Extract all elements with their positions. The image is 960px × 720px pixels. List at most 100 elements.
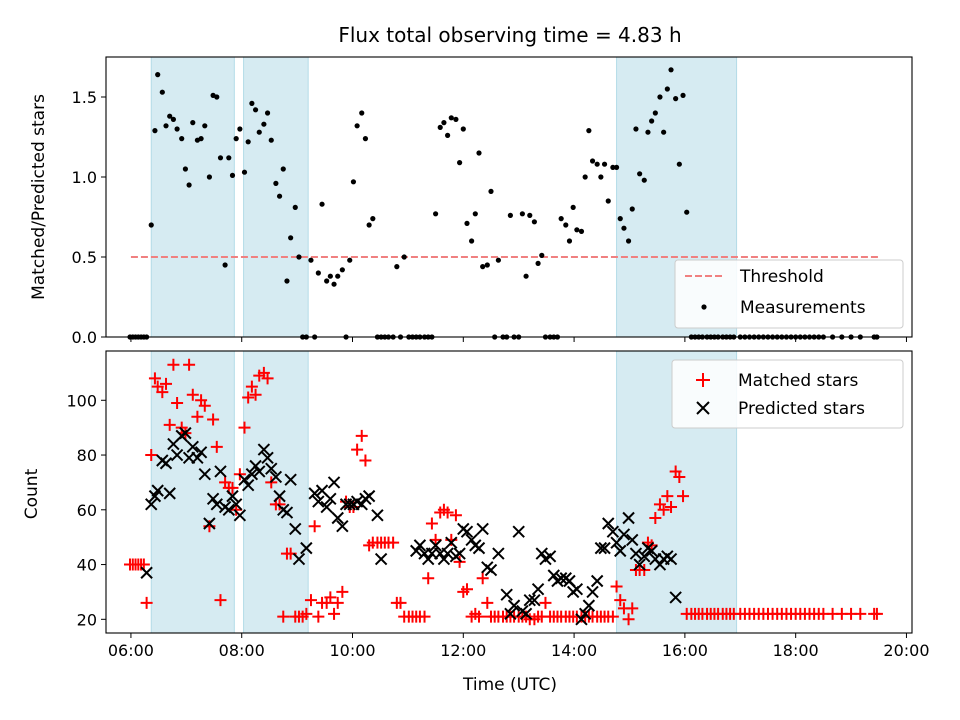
matched-star-point xyxy=(422,572,435,585)
matched-star-point xyxy=(214,594,227,607)
matched-star-point xyxy=(210,440,223,453)
top-highlight-span xyxy=(243,56,309,338)
predicted-star-point xyxy=(633,558,646,571)
matched-star-point xyxy=(336,585,349,598)
matched-star-point xyxy=(610,580,623,593)
matched-star-point xyxy=(137,558,150,571)
measurement-point xyxy=(370,216,376,222)
measurement-point xyxy=(488,188,494,194)
matched-star-point xyxy=(449,509,462,522)
measurement-point xyxy=(292,204,298,210)
matched-star-point xyxy=(171,397,184,410)
bottom-y-tick-label: 80 xyxy=(77,446,97,465)
predicted-star-point xyxy=(292,552,306,566)
matched-star-point xyxy=(328,607,341,620)
predicted-star-point xyxy=(273,489,286,503)
predicted-star-point xyxy=(429,539,442,552)
measurement-point xyxy=(331,281,337,287)
predicted-star-point xyxy=(472,541,486,555)
measurement-point xyxy=(507,212,513,218)
measurement-point xyxy=(476,150,482,156)
bottom-x-tick-label: 18:00 xyxy=(773,641,819,660)
measurement-point xyxy=(661,129,667,135)
measurement-point xyxy=(226,155,232,161)
matched-star-point xyxy=(622,613,635,626)
measurement-point xyxy=(339,267,345,273)
predicted-star-point xyxy=(594,541,608,555)
measurement-point xyxy=(441,120,447,126)
top-axes-frame xyxy=(105,56,913,338)
measurement-point xyxy=(589,158,596,164)
measurement-point xyxy=(214,94,220,100)
measurement-point xyxy=(315,270,321,276)
measurement-point xyxy=(480,264,486,270)
predicted-star-point xyxy=(265,462,278,475)
measurement-point xyxy=(448,115,454,121)
measurement-point xyxy=(324,278,330,284)
measurement-point xyxy=(347,257,353,263)
measurement-point xyxy=(652,110,658,116)
measurement-point xyxy=(629,206,635,212)
predicted-star-point xyxy=(547,569,560,582)
matched-star-point xyxy=(351,443,364,456)
matched-star-point xyxy=(854,607,867,620)
predicted-star-point xyxy=(226,489,239,503)
predicted-star-point xyxy=(626,533,639,547)
measurement-point xyxy=(637,171,643,177)
predicted-star-point xyxy=(233,509,247,522)
matched-star-point xyxy=(226,481,239,494)
matched-star-point xyxy=(429,533,442,546)
predicted-star-point xyxy=(528,593,541,607)
matched-star-point xyxy=(145,449,158,462)
top-highlight-span xyxy=(150,56,235,338)
predicted-star-point xyxy=(582,599,596,612)
measurement-point xyxy=(610,164,616,170)
predicted-star-point xyxy=(504,607,517,621)
legend-measurements-swatch xyxy=(701,304,707,310)
bottom-x-tick-label: 06:00 xyxy=(108,641,154,660)
matched-star-point xyxy=(394,596,407,609)
measurement-point xyxy=(472,211,478,217)
matched-star-point xyxy=(148,372,161,385)
measurement-point xyxy=(566,238,573,244)
matched-star-point xyxy=(614,594,627,607)
measurement-point xyxy=(668,67,674,73)
predicted-star-point xyxy=(476,522,489,536)
predicted-star-point xyxy=(140,566,153,579)
predicted-star-point xyxy=(554,572,568,585)
bottom-x-tick-label: 20:00 xyxy=(883,641,929,660)
bottom-legend: Matched stars Predicted stars xyxy=(671,359,904,429)
predicted-star-point xyxy=(300,541,313,555)
measurement-point xyxy=(578,228,585,234)
predicted-star-point xyxy=(669,591,682,604)
measurement-point xyxy=(284,278,290,284)
measurement-point xyxy=(296,254,302,260)
predicted-star-point xyxy=(410,544,423,558)
predicted-star-point xyxy=(445,536,458,549)
measurement-point xyxy=(237,126,243,132)
matched-star-point xyxy=(261,372,274,385)
measurement-point xyxy=(233,136,239,142)
predicted-star-point xyxy=(441,547,454,560)
predicted-star-point xyxy=(586,585,599,599)
predicted-star-point xyxy=(492,547,505,560)
predicted-star-point xyxy=(598,541,611,555)
bottom-panel: 20 40 60 80 100 06:00 08:00 10:00 12:00 14:00 16:… xyxy=(22,350,930,695)
measurement-point xyxy=(256,129,262,135)
measurement-point xyxy=(261,121,267,127)
predicted-star-point xyxy=(645,544,658,558)
measurement-point xyxy=(273,180,279,186)
measurement-point xyxy=(598,174,604,180)
matched-star-point xyxy=(238,421,251,434)
matched-star-point xyxy=(476,572,489,585)
matched-star-point xyxy=(677,490,690,503)
predicted-star-point xyxy=(590,574,604,588)
bottom-x-tick-label: 12:00 xyxy=(440,641,486,660)
predicted-star-point xyxy=(249,459,262,473)
measurement-point xyxy=(570,204,576,210)
bottom-x-ticks: 06:00 08:00 10:00 12:00 14:00 16:00 18:00 20:00 xyxy=(108,633,930,660)
measurement-point xyxy=(563,222,569,228)
measurement-point xyxy=(649,118,655,124)
matched-star-point xyxy=(355,429,368,442)
